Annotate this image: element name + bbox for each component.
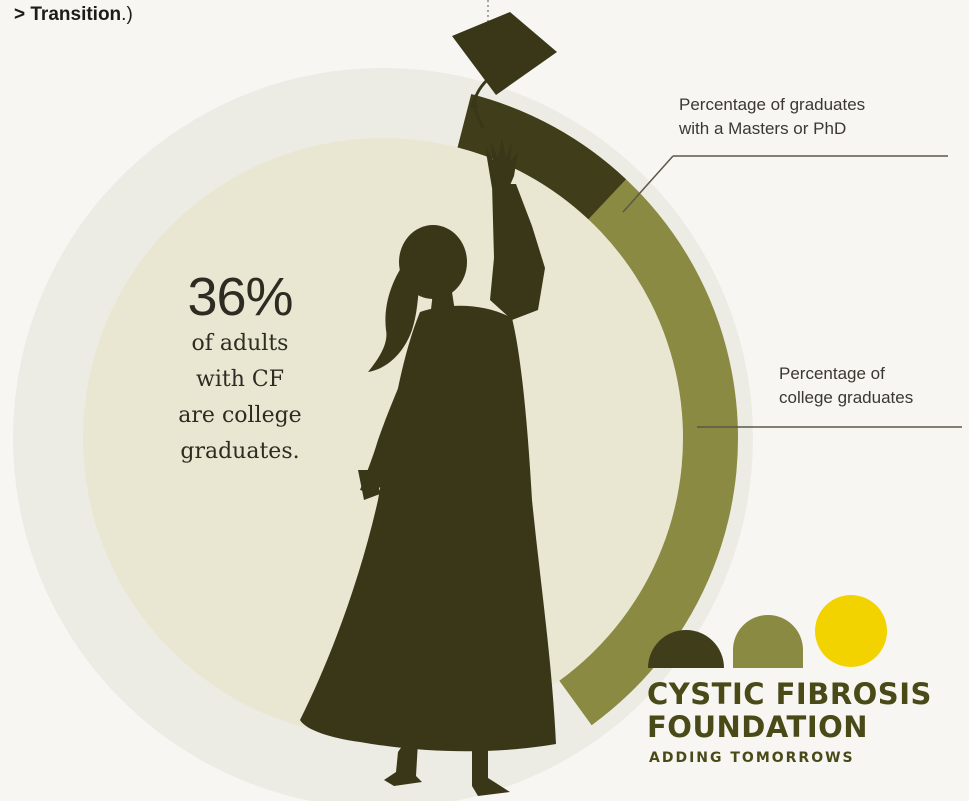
headline-line-2: with CF [196, 367, 284, 392]
headline-value: 36% [187, 267, 293, 327]
graduate-silhouette-icon [300, 138, 556, 796]
callout-college-line-2: college graduates [779, 388, 914, 407]
intro-prefix: > [14, 4, 31, 25]
intro-suffix: .) [121, 4, 133, 25]
logo-dot-olive [733, 615, 803, 668]
callout-college-line-1: Percentage of [779, 364, 885, 383]
logo-tagline: ADDING TOMORROWS [649, 750, 855, 766]
logo-line-2: FOUNDATION [647, 710, 869, 744]
leader-line-masters [622, 155, 674, 213]
logo-dots [648, 595, 887, 668]
arc-college-graduates [457, 94, 738, 726]
headline-line-4: graduates. [180, 439, 300, 464]
cff-logo: CYSTIC FIBROSIS FOUNDATION ADDING TOMORR… [647, 677, 947, 767]
callout-college: Percentage of college graduates [779, 362, 913, 410]
headline-line-1: of adults [191, 331, 289, 356]
callout-masters: Percentage of graduates with a Masters o… [679, 93, 865, 141]
callout-masters-line-1: Percentage of graduates [679, 95, 866, 114]
logo-dot-yellow [815, 595, 887, 667]
intro-bold: Transition [30, 4, 122, 25]
callout-masters-line-2: with a Masters or PhD [679, 119, 847, 138]
logo-dot-dark [648, 630, 724, 668]
intro-text: > Transition.) [14, 4, 133, 26]
donut-arcs [457, 94, 738, 726]
logo-line-1: CYSTIC FIBROSIS [647, 677, 932, 711]
arc-masters-phd [457, 94, 627, 220]
headline-stat: 36% of adults with CF are college gradua… [160, 268, 320, 470]
mortarboard-icon [452, 12, 557, 129]
headline-line-3: are college [178, 403, 302, 428]
